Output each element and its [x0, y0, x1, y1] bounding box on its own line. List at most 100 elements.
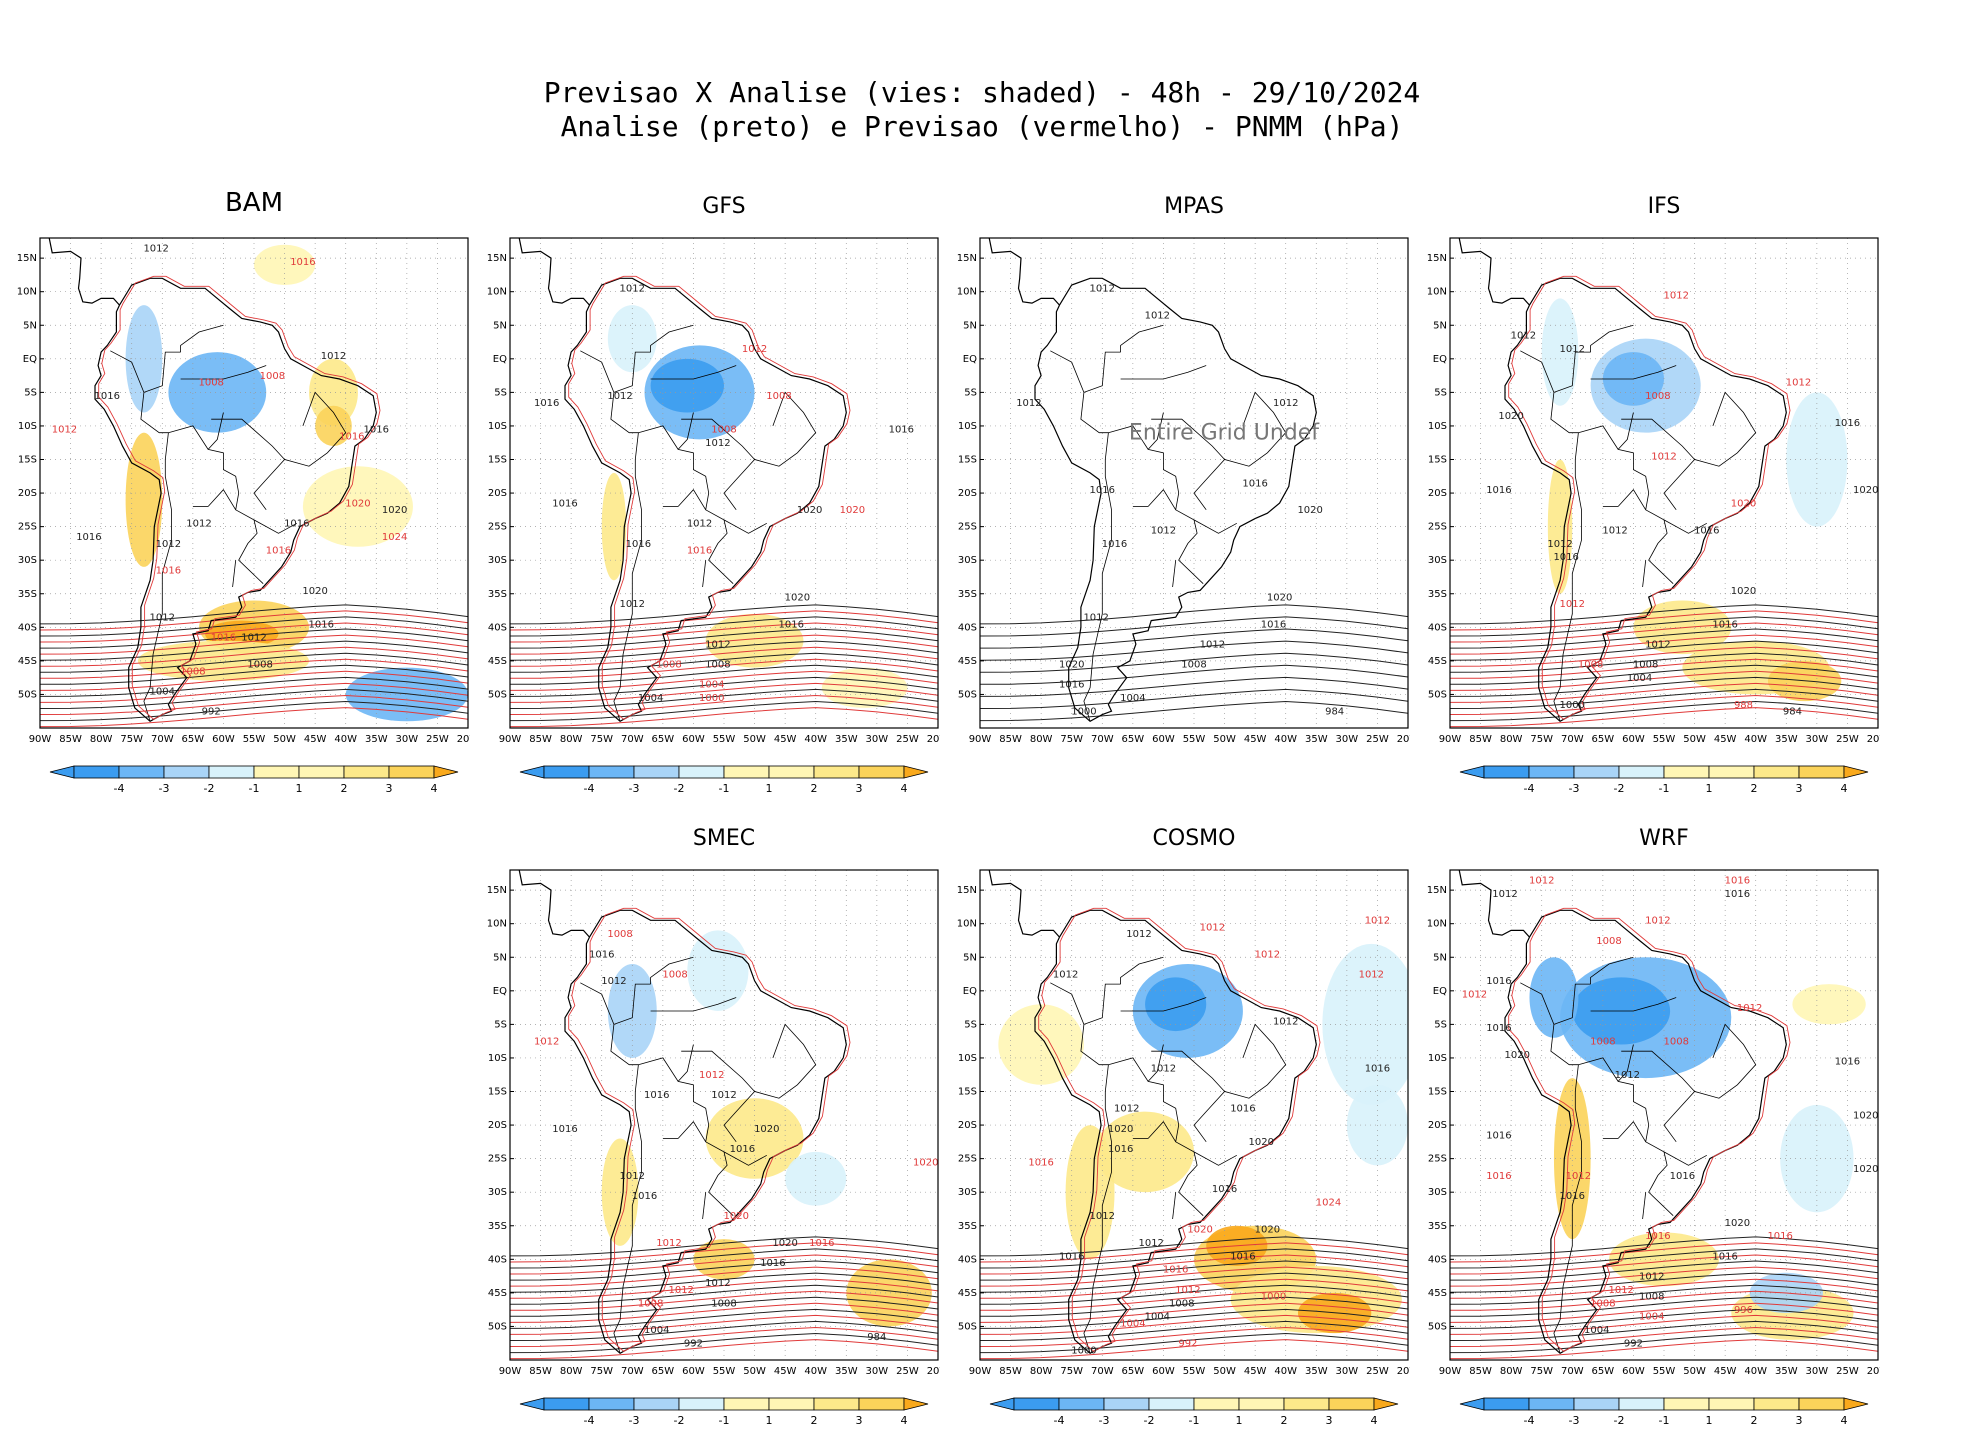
contour-label: 1016	[156, 566, 181, 577]
colorbar-label: 1	[296, 782, 303, 795]
lon-tick-label: 50W	[1213, 1366, 1236, 1377]
lon-tick-label: 60W	[1152, 1366, 1175, 1377]
forecast-contour	[568, 275, 851, 720]
isobar-line	[1450, 1260, 1878, 1281]
lat-tick-label: 35S	[958, 589, 977, 600]
lon-tick-label: 30W	[396, 734, 419, 745]
contour-label: 1004	[150, 686, 175, 697]
lon-tick-label: 65W	[1592, 1366, 1615, 1377]
lon-tick-label: 50W	[1683, 734, 1706, 745]
lon-tick-label: 30W	[1336, 1366, 1359, 1377]
bias-area	[168, 352, 267, 433]
contour-label: 1016	[1712, 1251, 1737, 1262]
contour-label: 1020	[785, 592, 810, 603]
lon-tick-label: 40W	[804, 1366, 827, 1377]
colorbar-box	[768, 765, 815, 779]
contour-label: 1020	[840, 505, 865, 516]
contour-label: 1012	[143, 243, 168, 254]
lon-tick-label: 80W	[90, 734, 113, 745]
contour-label: 1004	[638, 693, 663, 704]
contour-label: 988	[1734, 700, 1753, 711]
contour-label: 1012	[620, 599, 645, 610]
panel-title: WRF	[1639, 826, 1689, 851]
country-border	[232, 560, 237, 588]
contour-label: 1020	[1249, 1137, 1274, 1148]
isobar-line	[980, 1290, 1408, 1311]
colorbar-box	[1193, 1397, 1240, 1411]
colorbar-label: 2	[1281, 1414, 1288, 1427]
country-border	[1083, 432, 1112, 722]
lat-tick-label: 20S	[488, 488, 507, 499]
contour-label: 1012	[1737, 1003, 1762, 1014]
isobar-line	[1450, 688, 1878, 709]
colorbar-box	[588, 765, 635, 779]
colorbar-box	[1238, 1397, 1285, 1411]
contour-label: 1020	[1505, 1050, 1530, 1061]
isobar-line	[980, 1320, 1408, 1341]
contour-label: 1020	[1853, 1164, 1878, 1175]
lat-tick-label: 40S	[1428, 1254, 1447, 1265]
contour-label: 1012	[1511, 331, 1536, 342]
country-border	[1663, 391, 1757, 511]
lon-tick-label: 35W	[365, 734, 388, 745]
contour-label: 1020	[1255, 1224, 1280, 1235]
isobar-line	[1450, 1248, 1878, 1269]
contour-label: 1016	[1212, 1184, 1237, 1195]
colorbar-box	[1753, 765, 1800, 779]
contour-label: 1020	[1853, 1110, 1878, 1121]
isobar-line	[980, 676, 1408, 697]
contour-label: 1008	[711, 425, 736, 436]
colorbar-label: 3	[1326, 1414, 1333, 1427]
country-border	[580, 350, 651, 393]
isobar-line	[980, 1308, 1408, 1329]
colorbar: -4 -3 -2 -1 1 2 3 4	[519, 765, 929, 795]
contour-label: 1016	[626, 539, 651, 550]
country-border	[207, 412, 224, 450]
country-border	[613, 432, 642, 722]
lon-tick-label: 60W	[212, 734, 235, 745]
contour-label: 1016	[1230, 1251, 1255, 1262]
isobar-line	[510, 1284, 938, 1305]
lat-tick-label: 10N	[487, 919, 507, 930]
contour-label: 1020	[1059, 660, 1084, 671]
country-border	[650, 956, 694, 985]
colorbar-label: -4	[584, 1414, 595, 1427]
isobar-line	[1450, 1332, 1878, 1354]
lat-tick-label: 10N	[1427, 919, 1447, 930]
contour-label: 1012	[705, 1278, 730, 1289]
contour-label: 1016	[809, 1238, 834, 1249]
contour-label: 1016	[76, 532, 101, 543]
lat-tick-label: 5S	[1434, 1019, 1447, 1030]
isobar-line	[40, 682, 468, 703]
lat-tick-label: 5N	[963, 952, 977, 963]
lat-tick-label: 25S	[488, 522, 507, 533]
country-border	[1193, 1151, 1237, 1166]
lon-tick-label: 60W	[1622, 734, 1645, 745]
lat-tick-label: 45S	[18, 656, 37, 667]
lat-tick-label: 45S	[958, 1288, 977, 1299]
bias-area	[998, 1004, 1084, 1085]
isobar-line	[1450, 670, 1878, 691]
contour-label: 1016	[534, 398, 559, 409]
lat-tick-label: 30S	[958, 1187, 977, 1198]
contour-label: 1016	[364, 425, 389, 436]
contour-label: 984	[867, 1332, 886, 1343]
contour-label: 1016	[589, 949, 614, 960]
colorbar-box	[813, 1397, 860, 1411]
contour-label: 1016	[211, 633, 236, 644]
contour-label: 1012	[1083, 613, 1108, 624]
contour-label: 1012	[705, 438, 730, 449]
colorbar-box	[723, 765, 770, 779]
lat-tick-label: 15S	[488, 455, 507, 466]
contour-label: 1016	[1486, 976, 1511, 987]
isobar-line	[510, 1278, 938, 1299]
lon-tick-label: 85W	[999, 1366, 1022, 1377]
lat-tick-label: 15N	[957, 885, 977, 896]
country-border	[143, 432, 172, 722]
panel-gfs: GFS 1012 1012 1008 1012 1016 1008 1012 1016 1016 1…	[470, 194, 940, 795]
isobar-line	[980, 1266, 1408, 1287]
colorbar-box	[543, 1397, 590, 1411]
panel-title: IFS	[1647, 194, 1681, 219]
isobar-line	[510, 700, 938, 722]
lon-tick-label: 55W	[243, 734, 266, 745]
